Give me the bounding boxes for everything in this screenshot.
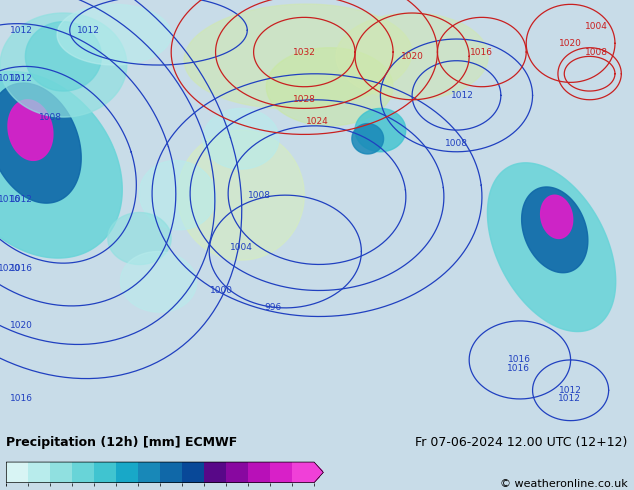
Polygon shape: [203, 108, 279, 169]
PathPatch shape: [314, 462, 323, 483]
Polygon shape: [8, 100, 53, 160]
Text: 1012: 1012: [558, 394, 581, 403]
Text: 1012: 1012: [10, 26, 32, 35]
Text: 1020: 1020: [559, 39, 582, 48]
Polygon shape: [355, 108, 406, 152]
Text: 1020: 1020: [0, 265, 21, 273]
Text: 1000: 1000: [210, 286, 233, 295]
Text: 1008: 1008: [39, 113, 62, 122]
Text: 1024: 1024: [306, 117, 328, 126]
Polygon shape: [139, 161, 216, 230]
Polygon shape: [352, 123, 384, 154]
Text: 1016: 1016: [10, 394, 32, 403]
Polygon shape: [522, 187, 588, 273]
Text: 1020: 1020: [10, 321, 32, 330]
Text: Precipitation (12h) [mm] ECMWF: Precipitation (12h) [mm] ECMWF: [6, 437, 238, 449]
Text: 1004: 1004: [585, 22, 607, 30]
Polygon shape: [336, 13, 488, 100]
Text: 1020: 1020: [401, 52, 424, 61]
Text: 1016: 1016: [508, 355, 531, 365]
Text: 1016: 1016: [0, 195, 21, 204]
Text: 1008: 1008: [445, 139, 468, 147]
Polygon shape: [488, 163, 616, 332]
Polygon shape: [120, 251, 197, 312]
Text: 1032: 1032: [293, 48, 316, 56]
Text: 1016: 1016: [470, 48, 493, 56]
Text: 1012: 1012: [559, 386, 582, 395]
Polygon shape: [266, 48, 393, 126]
Polygon shape: [184, 4, 412, 109]
Polygon shape: [178, 130, 304, 260]
Text: 1008: 1008: [249, 191, 271, 199]
Text: 1008: 1008: [585, 48, 607, 56]
Text: 1004: 1004: [230, 243, 252, 252]
Polygon shape: [25, 22, 101, 91]
Text: Fr 07-06-2024 12.00 UTC (12+12): Fr 07-06-2024 12.00 UTC (12+12): [415, 437, 628, 449]
Text: 1012: 1012: [10, 74, 32, 82]
Polygon shape: [0, 72, 122, 258]
Text: 996: 996: [264, 303, 281, 313]
Text: 1016: 1016: [507, 364, 530, 373]
Text: 1016: 1016: [10, 265, 32, 273]
Polygon shape: [108, 213, 171, 265]
Text: 1012: 1012: [451, 91, 474, 100]
Text: 1028: 1028: [293, 95, 316, 104]
Text: 1012: 1012: [77, 26, 100, 35]
Text: © weatheronline.co.uk: © weatheronline.co.uk: [500, 479, 628, 489]
Text: 1012: 1012: [0, 74, 21, 82]
Polygon shape: [0, 83, 81, 203]
Polygon shape: [0, 13, 127, 117]
Text: 1012: 1012: [10, 195, 32, 204]
Polygon shape: [541, 195, 573, 239]
Polygon shape: [57, 4, 171, 65]
